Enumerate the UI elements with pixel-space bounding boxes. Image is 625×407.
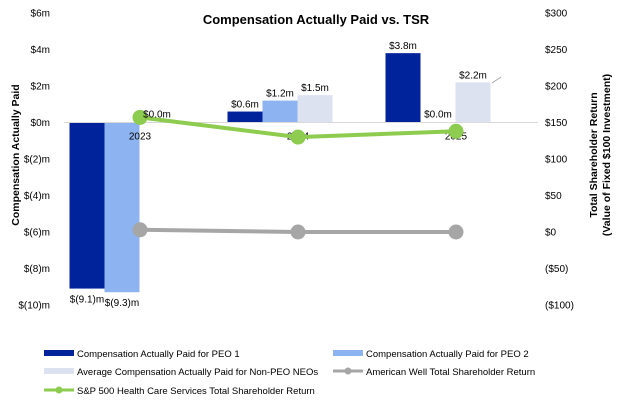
data-label: $3.8m	[389, 41, 417, 52]
data-label: $(9.1)m	[70, 295, 104, 306]
data-label: $(9.3)m	[105, 298, 139, 309]
y-tick-label: $(4)m	[24, 191, 50, 202]
legend-label: Compensation Actually Paid for PEO 2	[366, 349, 529, 360]
y-tick-label: $(10)m	[18, 301, 50, 312]
legend-swatch	[44, 350, 74, 356]
y-tick-label: $0m	[31, 118, 50, 129]
bar	[455, 82, 491, 123]
label-leader-line	[491, 76, 502, 84]
y-tick-label: $4m	[31, 45, 50, 56]
bar	[297, 95, 333, 123]
y2-tick-label: $150	[545, 118, 568, 129]
legend-swatch	[333, 350, 363, 356]
data-label: $2.2m	[459, 70, 487, 81]
y2-axis-ticks: $300 $250 $200 $150 $100 $50 $0 ($50) ($100)	[545, 9, 574, 312]
series-marker	[448, 123, 464, 139]
y-tick-label: $(2)m	[24, 155, 50, 166]
y2-tick-label: $100	[545, 155, 568, 166]
legend: Compensation Actually Paid for PEO 1 Comp…	[44, 349, 535, 397]
series-marker	[290, 224, 306, 240]
legend-swatch	[44, 368, 74, 374]
series-marker	[132, 109, 148, 125]
y2-axis-title-line2: (Value of Fixed $100 Investment)	[601, 74, 613, 236]
y-axis-ticks: $6m $4m $2m $0m $(2)m $(4)m $(6)m $(8)m $(10)m	[18, 9, 50, 312]
legend-marker	[344, 367, 352, 375]
series-marker	[290, 129, 306, 145]
bar	[104, 122, 140, 293]
legend-label: American Well Total Shareholder Return	[366, 367, 535, 378]
bar	[227, 111, 263, 123]
series-marker	[132, 222, 148, 238]
data-label: $0.6m	[231, 100, 259, 111]
data-label: $1.5m	[301, 83, 329, 94]
chart-title: Compensation Actually Paid vs. TSR	[203, 12, 430, 27]
y-tick-label: $(6)m	[24, 228, 50, 239]
y-tick-label: $2m	[31, 82, 50, 93]
series-marker	[448, 224, 464, 240]
y2-tick-label: $0	[545, 228, 557, 239]
data-label: $1.2m	[266, 89, 294, 100]
bar	[262, 100, 298, 123]
legend-marker	[55, 386, 63, 394]
y2-tick-label: $50	[545, 191, 562, 202]
y2-tick-label: ($100)	[545, 301, 574, 312]
y-tick-label: $6m	[31, 9, 50, 20]
y2-axis-title-line1: Total Shareholder Return	[588, 92, 600, 217]
y2-tick-label: $250	[545, 45, 568, 56]
bar	[385, 53, 421, 123]
tsr-lines	[132, 109, 464, 240]
data-labels: $(9.1)m $0.6m $3.8m $(9.3)m $1.2m $0.0m $0.0m $…	[70, 41, 502, 309]
legend-label: Average Compensation Actually Paid for N…	[77, 367, 318, 378]
category-label: 2023	[129, 132, 152, 143]
legend-label: S&P 500 Health Care Services Total Share…	[77, 386, 315, 397]
y-axis-title: Compensation Actually Paid	[10, 84, 22, 225]
data-label: $0.0m	[143, 110, 171, 121]
bar	[69, 122, 105, 289]
data-label: $0.0m	[424, 110, 452, 121]
y2-tick-label: $300	[545, 9, 568, 20]
bars	[69, 53, 491, 293]
y-tick-label: $(8)m	[24, 264, 50, 275]
legend-label: Compensation Actually Paid for PEO 1	[77, 349, 240, 360]
y2-tick-label: ($50)	[545, 264, 568, 275]
y2-tick-label: $200	[545, 82, 568, 93]
